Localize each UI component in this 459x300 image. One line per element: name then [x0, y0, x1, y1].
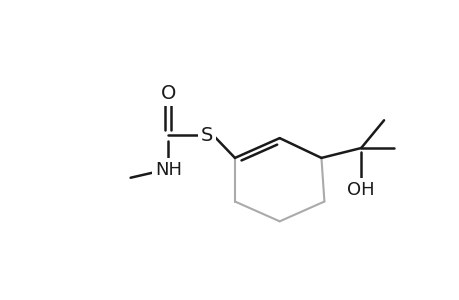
- Text: OH: OH: [347, 181, 374, 199]
- Text: S: S: [201, 126, 213, 145]
- Text: NH: NH: [155, 161, 181, 179]
- Text: O: O: [160, 84, 176, 103]
